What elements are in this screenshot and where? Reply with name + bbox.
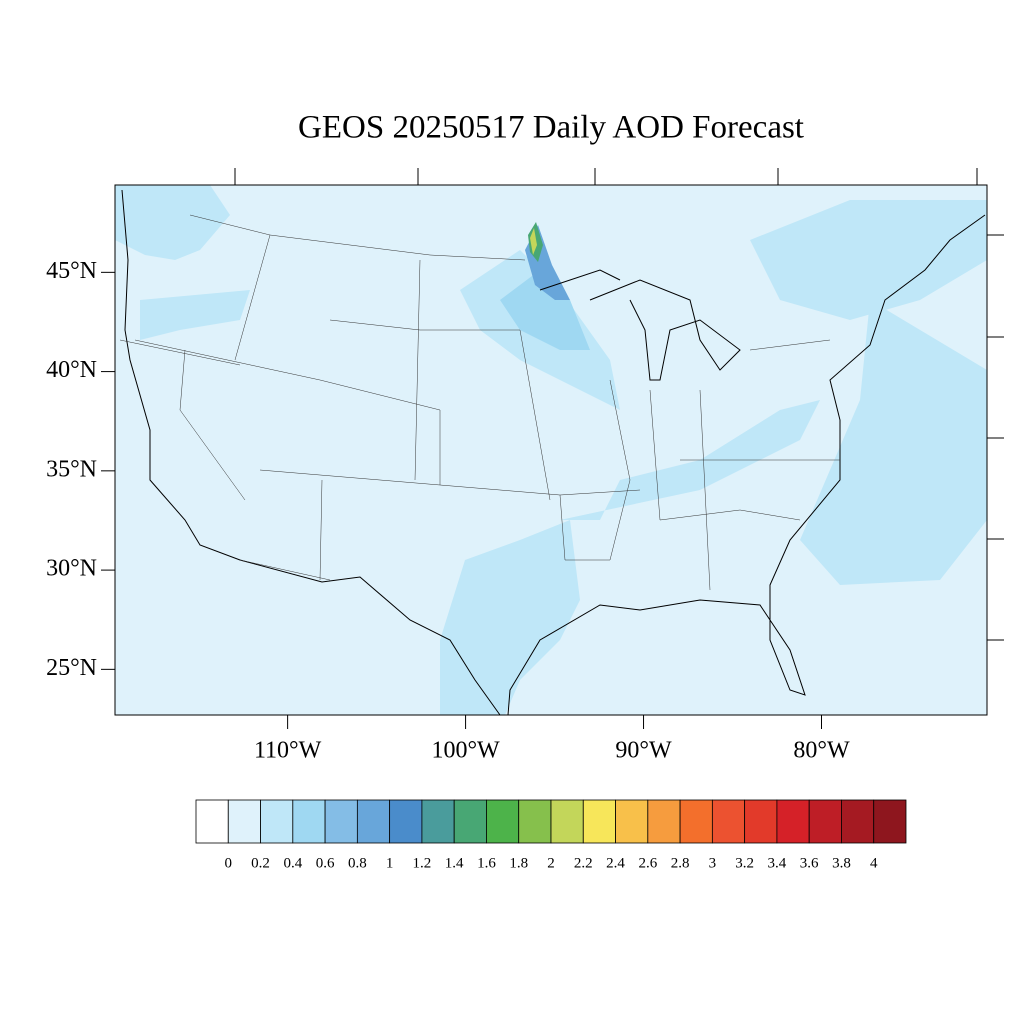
- colorbar-label: 0.8: [348, 855, 367, 871]
- colorbar-box: [453, 799, 487, 844]
- aod-patch: [440, 520, 580, 715]
- colorbar-box: [486, 799, 520, 844]
- colorbar-label: 2.6: [638, 855, 657, 871]
- lon-tick-label: 90°W: [615, 738, 672, 764]
- great-lakes: [539, 269, 741, 381]
- state-borders: [119, 214, 840, 591]
- colorbar-label: 3.2: [735, 855, 754, 871]
- colorbar-box: [776, 799, 810, 844]
- colorbar-box: [292, 799, 326, 844]
- colorbar-box: [647, 799, 681, 844]
- map-frame: [114, 184, 988, 716]
- aod-patch: [750, 200, 987, 320]
- colorbar-box: [550, 799, 584, 844]
- lat-tick-label: 40°N: [46, 357, 97, 383]
- colorbar-box: [873, 799, 907, 844]
- colorbar-label: 0.6: [316, 855, 335, 871]
- colorbar-label: 1.8: [509, 855, 528, 871]
- colorbar-box: [615, 799, 649, 844]
- colorbar-label: 2.2: [574, 855, 593, 871]
- colorbar-box: [679, 799, 713, 844]
- coastline: [121, 189, 986, 716]
- lon-tick-label: 100°W: [431, 738, 500, 764]
- map-area: [114, 168, 1004, 716]
- colorbar-box: [518, 799, 552, 844]
- aod-patch: [560, 400, 820, 520]
- lat-tick-label: 30°N: [46, 556, 97, 582]
- frame-ticks: [234, 168, 1004, 641]
- lat-tick-label: 45°N: [46, 258, 97, 284]
- colorbar-box: [260, 799, 294, 844]
- map-title: GEOS 20250517 Daily AOD Forecast: [298, 110, 804, 146]
- colorbar-label: 4: [870, 855, 878, 871]
- colorbar-label: 1.4: [445, 855, 464, 871]
- colorbar-label: 0: [225, 855, 233, 871]
- aod-patch: [800, 300, 987, 585]
- colorbar-box: [582, 799, 616, 844]
- colorbar-label: 3.4: [768, 855, 787, 871]
- lon-tick-label: 110°W: [254, 738, 322, 764]
- aod-patch: [500, 270, 590, 350]
- colorbar-box: [195, 799, 229, 844]
- lat-tick-label: 25°N: [46, 655, 97, 681]
- colorbar-label: 1.6: [477, 855, 496, 871]
- colorbar-label: 2.4: [606, 855, 625, 871]
- lon-tick-label: 80°W: [793, 738, 850, 764]
- aod-patch: [115, 185, 230, 260]
- colorbar-label: 1.2: [413, 855, 432, 871]
- colorbar-box: [421, 799, 455, 844]
- lat-tick-label: 35°N: [46, 456, 97, 482]
- colorbar-box: [227, 799, 261, 844]
- colorbar-box: [324, 799, 358, 844]
- colorbar-label: 3.8: [832, 855, 851, 871]
- colorbar-label: 2: [547, 855, 555, 871]
- colorbar-label: 0.2: [251, 855, 270, 871]
- aod-patch: [530, 228, 537, 255]
- aod-patch: [140, 290, 250, 340]
- colorbar-box: [808, 799, 842, 844]
- colorbar-box: [841, 799, 875, 844]
- colorbar-label: 3.6: [800, 855, 819, 871]
- colorbar-label: 2.8: [671, 855, 690, 871]
- colorbar-box: [711, 799, 746, 844]
- colorbar-box: [389, 799, 423, 844]
- colorbar-label: 1: [386, 855, 394, 871]
- colorbar-label: 0.4: [283, 855, 302, 871]
- colorbar-label: 3: [709, 855, 717, 871]
- colorbar-box: [356, 799, 391, 844]
- colorbar-box: [744, 799, 778, 844]
